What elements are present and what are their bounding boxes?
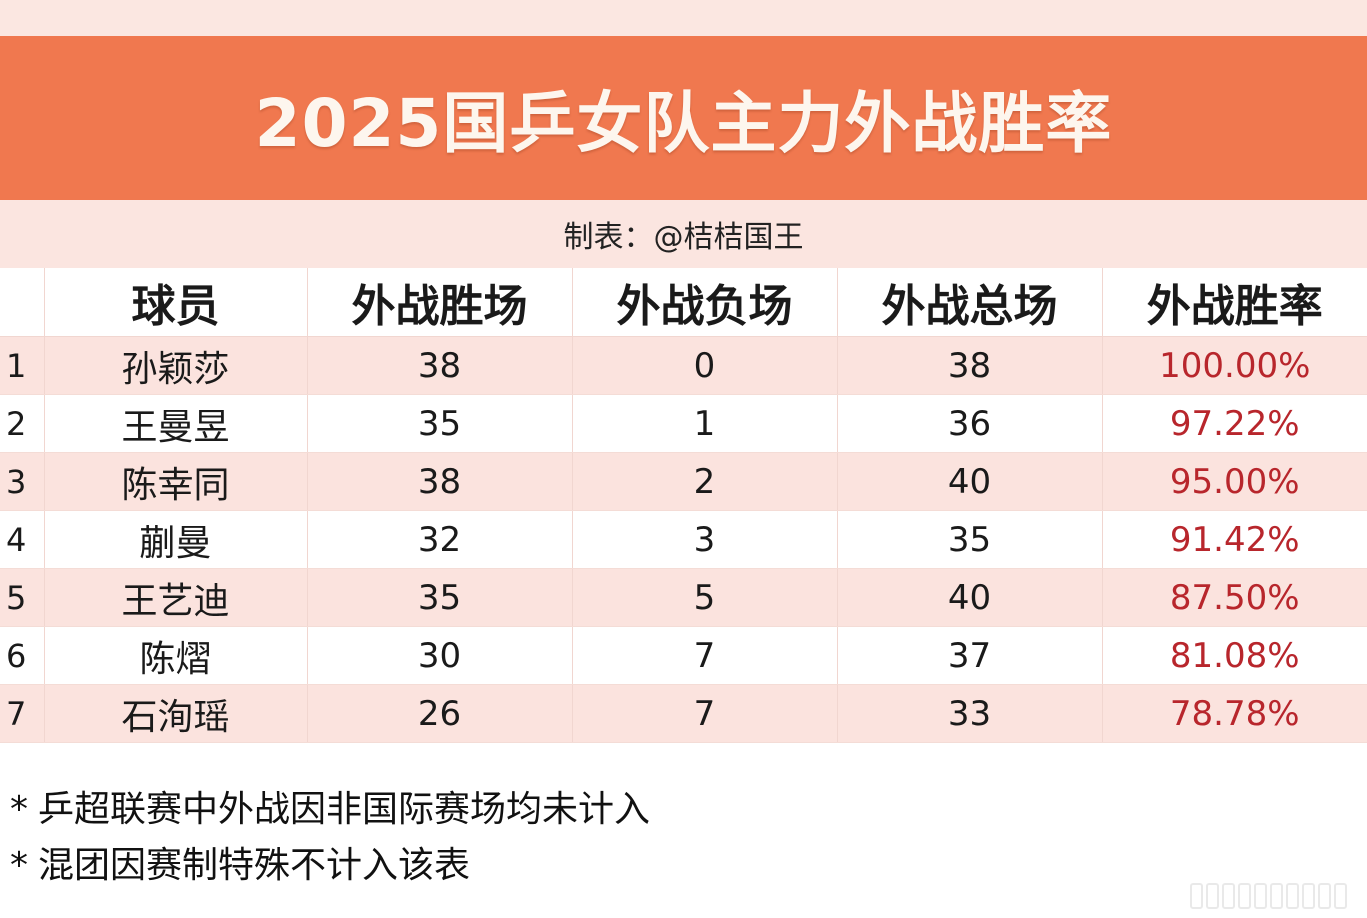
header-wins: 外战胜场 [307, 268, 573, 337]
footnote-text: 乒超联赛中外战因非国际赛场均未计入 [38, 789, 651, 830]
player-name-cell: 陈熠 [44, 626, 308, 685]
total-cell: 38 [837, 336, 1103, 395]
table-row: 2 王曼昱 35 1 36 97.22% [0, 394, 1367, 453]
table-row: 1 孙颖莎 38 0 38 100.00% [0, 336, 1367, 395]
losses-cell: 7 [572, 684, 838, 743]
wins-cell: 32 [307, 510, 573, 569]
player-name-cell: 蒯曼 [44, 510, 308, 569]
rate-cell: 100.00% [1102, 336, 1367, 395]
total-cell: 40 [837, 568, 1103, 627]
credit-bar: 制表：@桔桔国王 [0, 200, 1367, 268]
header-rate: 外战胜率 [1102, 268, 1367, 337]
stats-table: 球员 外战胜场 外战负场 外战总场 外战胜率 1 孙颖莎 38 0 38 100… [0, 268, 1367, 743]
wins-cell: 38 [307, 452, 573, 511]
wins-cell: 35 [307, 394, 573, 453]
footnote: * 混团因赛制特殊不计入该表 [10, 838, 650, 894]
losses-cell: 3 [572, 510, 838, 569]
footnote-marker: * [10, 789, 28, 830]
total-cell: 36 [837, 394, 1103, 453]
header-losses: 外战负场 [572, 268, 838, 337]
losses-cell: 2 [572, 452, 838, 511]
rate-cell: 91.42% [1102, 510, 1367, 569]
header-total: 外战总场 [837, 268, 1103, 337]
wins-cell: 30 [307, 626, 573, 685]
rate-cell: 81.08% [1102, 626, 1367, 685]
footnote-marker: * [10, 845, 28, 886]
rank-cell: 2 [0, 394, 45, 453]
footnote-text: 混团因赛制特殊不计入该表 [38, 845, 471, 886]
losses-cell: 0 [572, 336, 838, 395]
losses-cell: 7 [572, 626, 838, 685]
rank-cell: 5 [0, 568, 45, 627]
rank-cell: 1 [0, 336, 45, 395]
rank-cell: 7 [0, 684, 45, 743]
table-row: 6 陈熠 30 7 37 81.08% [0, 626, 1367, 685]
wins-cell: 35 [307, 568, 573, 627]
player-name-cell: 王艺迪 [44, 568, 308, 627]
watermark [1117, 882, 1347, 910]
footnotes: * 乒超联赛中外战因非国际赛场均未计入 * 混团因赛制特殊不计入该表 [10, 782, 650, 894]
table-row: 7 石洵瑶 26 7 33 78.78% [0, 684, 1367, 743]
page-title: 2025国乒女队主力外战胜率 [254, 85, 1113, 162]
table-row: 5 王艺迪 35 5 40 87.50% [0, 568, 1367, 627]
total-cell: 35 [837, 510, 1103, 569]
total-cell: 33 [837, 684, 1103, 743]
rate-cell: 78.78% [1102, 684, 1367, 743]
wins-cell: 38 [307, 336, 573, 395]
title-banner: 2025国乒女队主力外战胜率 [0, 36, 1367, 200]
table-row: 4 蒯曼 32 3 35 91.42% [0, 510, 1367, 569]
rate-cell: 87.50% [1102, 568, 1367, 627]
wins-cell: 26 [307, 684, 573, 743]
rate-cell: 97.22% [1102, 394, 1367, 453]
header-rank [0, 268, 45, 337]
player-name-cell: 孙颖莎 [44, 336, 308, 395]
header-player: 球员 [44, 268, 308, 337]
losses-cell: 5 [572, 568, 838, 627]
player-name-cell: 石洵瑶 [44, 684, 308, 743]
losses-cell: 1 [572, 394, 838, 453]
total-cell: 37 [837, 626, 1103, 685]
player-name-cell: 王曼昱 [44, 394, 308, 453]
table-header-row: 球员 外战胜场 外战负场 外战总场 外战胜率 [0, 268, 1367, 337]
rank-cell: 4 [0, 510, 45, 569]
top-strip [0, 0, 1367, 36]
rate-cell: 95.00% [1102, 452, 1367, 511]
table-row: 3 陈幸同 38 2 40 95.00% [0, 452, 1367, 511]
footnote: * 乒超联赛中外战因非国际赛场均未计入 [10, 782, 650, 838]
rank-cell: 3 [0, 452, 45, 511]
player-name-cell: 陈幸同 [44, 452, 308, 511]
credit-text: 制表：@桔桔国王 [563, 220, 804, 255]
rank-cell: 6 [0, 626, 45, 685]
total-cell: 40 [837, 452, 1103, 511]
